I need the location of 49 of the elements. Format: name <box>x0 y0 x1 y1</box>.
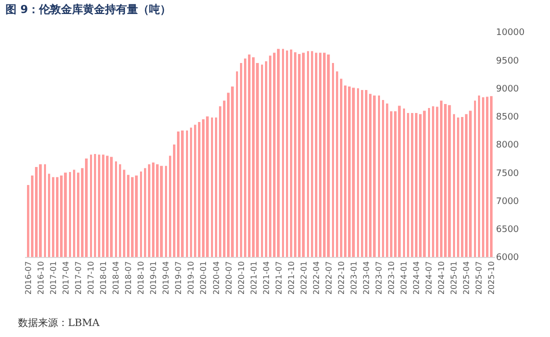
x-tick-label: 2025-01 <box>450 261 459 295</box>
x-tick-label: 2023-01 <box>350 261 359 295</box>
x-tick-label: 2020-04 <box>212 261 221 295</box>
x-tick-label: 2024-07 <box>424 261 434 295</box>
x-tick-label: 2025-04 <box>462 261 472 295</box>
x-tick-label: 2022-07 <box>324 261 334 295</box>
x-tick-label: 2021-01 <box>249 261 258 295</box>
x-tick-label: 2020-01 <box>199 261 208 295</box>
x-tick-label: 2016-07 <box>24 261 33 295</box>
x-tick-label: 2018-10 <box>136 261 146 295</box>
x-tick-label: 2019-04 <box>162 261 171 295</box>
x-tick-label: 2024-01 <box>400 261 409 295</box>
y-tick-label: 7500 <box>496 168 520 179</box>
x-tick-label: 2025-10 <box>487 261 496 295</box>
x-tick-label: 2021-04 <box>262 261 271 295</box>
x-tick-label: 2022-01 <box>299 261 308 295</box>
y-tick-label: 7000 <box>496 196 520 207</box>
x-tick-label: 2017-07 <box>74 261 84 295</box>
x-tick-label: 2023-04 <box>362 261 372 295</box>
x-tick-label: 2019-07 <box>174 261 184 295</box>
x-tick-label: 2017-04 <box>62 261 71 295</box>
x-tick-label: 2020-10 <box>236 261 246 295</box>
y-tick-label: 9000 <box>496 84 520 94</box>
x-tick-label: 2018-07 <box>124 261 134 295</box>
x-tick-label: 2021-10 <box>286 261 296 295</box>
x-tick-label: 2018-01 <box>99 261 108 295</box>
x-tick-label: 2018-04 <box>112 261 121 295</box>
y-tick-label: 10000 <box>496 28 525 38</box>
y-tick-label: 6500 <box>496 225 520 236</box>
x-tick-label: 2022-10 <box>336 261 346 295</box>
x-tick-label: 2023-10 <box>387 261 396 295</box>
y-tick-label: 6000 <box>496 253 520 264</box>
y-tick-label: 8000 <box>496 140 520 151</box>
x-tick-label: 2021-07 <box>274 261 284 295</box>
x-tick-label: 2020-07 <box>224 261 234 295</box>
x-tick-label: 2023-07 <box>374 261 384 295</box>
x-tick-label: 2022-04 <box>312 261 321 295</box>
x-tick-label: 2024-10 <box>437 261 446 295</box>
x-tick-label: 2025-07 <box>474 261 484 295</box>
source-note: 数据来源：LBMA <box>18 317 100 329</box>
y-tick-label: 9500 <box>496 56 520 66</box>
x-tick-label: 2017-01 <box>48 261 58 295</box>
x-tick-label: 2024-04 <box>412 261 422 295</box>
y-tick-label: 8500 <box>496 112 520 123</box>
x-tick-label: 2016-10 <box>36 261 46 295</box>
x-tick-label: 2017-10 <box>86 261 96 295</box>
x-tick-label: 2019-10 <box>186 261 196 295</box>
chart-title: 图 9：伦敦金库黄金持有量（吨） <box>6 2 171 16</box>
x-tick-label: 2019-01 <box>149 261 158 295</box>
